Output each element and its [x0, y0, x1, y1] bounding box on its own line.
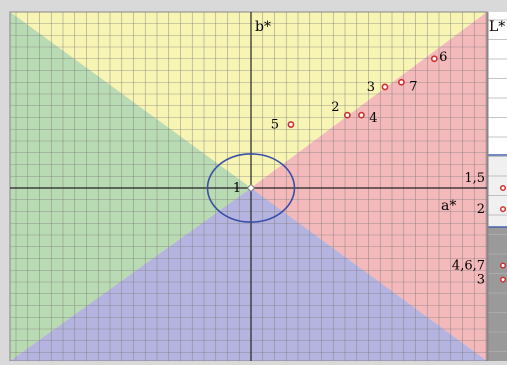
side-axis-label: L* [489, 19, 505, 35]
point-7-label: 7 [409, 79, 417, 94]
point-2-marker [343, 111, 351, 119]
point-6-label: 6 [439, 50, 447, 65]
point-2-label: 2 [331, 100, 339, 115]
side-point-label: 1,5 [464, 171, 485, 186]
point-3-marker [381, 83, 389, 91]
side-point-label: 4,6,7 [452, 259, 485, 274]
point-4-label: 4 [369, 111, 377, 126]
side-point-marker [499, 184, 507, 192]
side-point-marker [499, 276, 507, 283]
scale-lower-panel [488, 227, 507, 361]
yellow-region [10, 12, 487, 188]
point-5-marker [287, 121, 295, 128]
point-7-marker [397, 78, 405, 86]
blue-region [10, 188, 487, 361]
hue-quadrants [10, 12, 487, 361]
point-1-label: 1 [233, 181, 241, 196]
side-point-label: 3 [477, 273, 485, 288]
side-point-marker [499, 206, 507, 213]
grid-lines [9, 11, 488, 362]
point-6-marker [430, 55, 438, 63]
point-4-marker [358, 111, 365, 119]
x-axis-label: a* [441, 198, 456, 214]
scale-middle-panel [488, 155, 507, 227]
point-1-marker [246, 183, 256, 193]
red-region [251, 12, 487, 361]
scale-upper-panel [488, 12, 507, 155]
point-5-label: 5 [271, 118, 279, 133]
point-3-label: 3 [367, 80, 375, 95]
neutral-circle [206, 153, 296, 223]
side-point-marker [499, 262, 507, 269]
side-point-label: 2 [477, 202, 485, 217]
y-axis-label: b* [255, 19, 271, 35]
green-region [10, 12, 251, 361]
lightness-scale: 1,5 2 4,6,73 [452, 12, 507, 361]
